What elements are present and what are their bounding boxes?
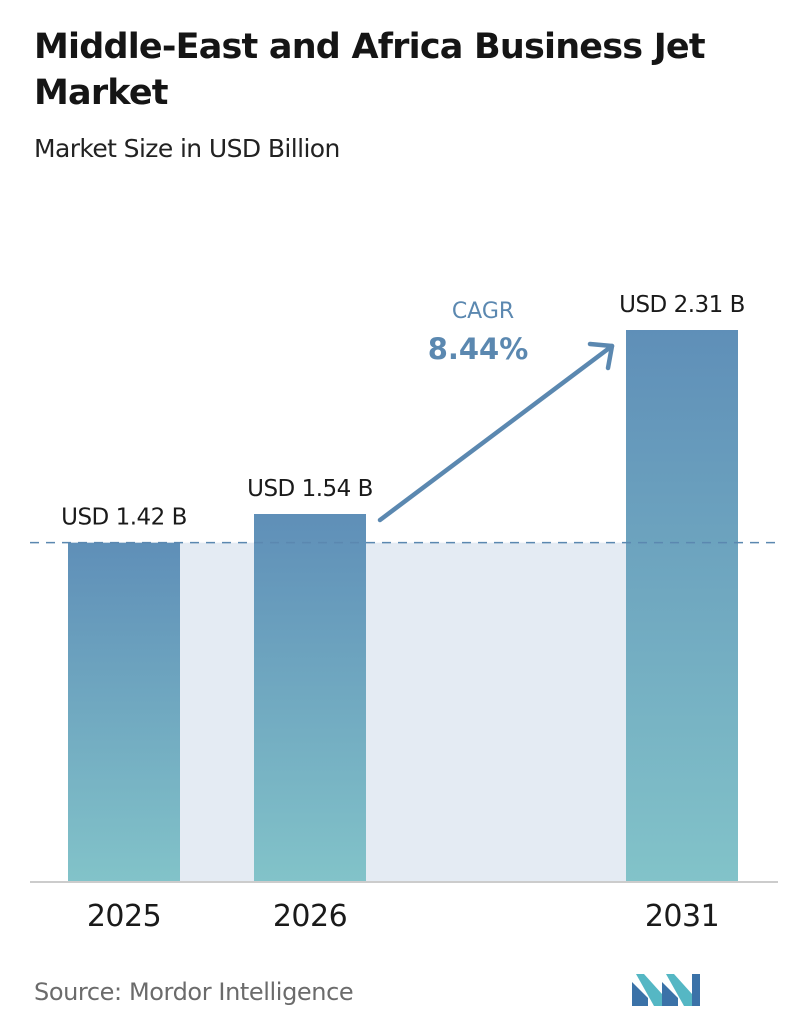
- chart-subtitle: Market Size in USD Billion: [34, 134, 340, 163]
- data-label-2026: USD 1.54 B: [247, 476, 373, 502]
- source-note: Source: Mordor Intelligence: [34, 978, 354, 1006]
- bar-2031: [626, 330, 738, 882]
- data-label-2031: USD 2.31 B: [619, 292, 745, 318]
- x-tick-label-2026: 2026: [273, 899, 347, 934]
- chart-title: Middle-East and Africa Business Jet Mark…: [34, 27, 706, 113]
- cagr-label: CAGR: [452, 299, 514, 324]
- mordor-intelligence-logo: [632, 974, 700, 1006]
- x-tick-label-2025: 2025: [87, 899, 161, 934]
- cagr-arrow: [377, 343, 615, 523]
- bar-2025: [68, 542, 180, 882]
- cagr-arrow-head: [587, 341, 615, 371]
- cagr-value: 8.44%: [428, 332, 529, 366]
- data-label-2025: USD 1.42 B: [61, 505, 187, 531]
- x-tick-label-2031: 2031: [645, 899, 719, 934]
- bar-2026: [254, 514, 366, 882]
